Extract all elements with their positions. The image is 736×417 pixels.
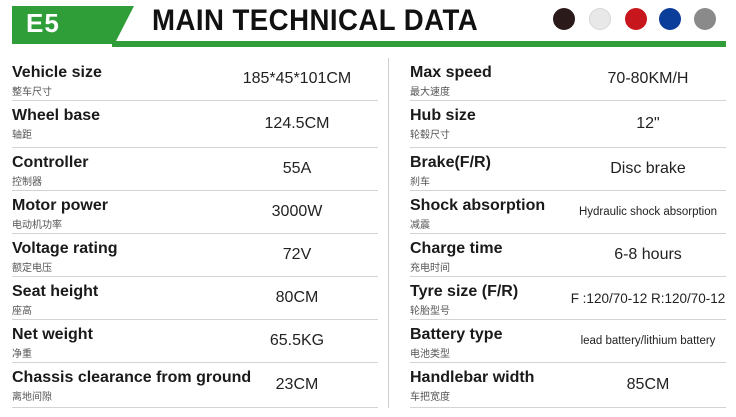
spec-label: Shock absorption	[410, 197, 546, 214]
spec-label: Hub size	[410, 107, 476, 124]
spec-row: Handlebar width 车把宽度 85CM	[410, 363, 726, 408]
spec-table: Vehicle size 整车尺寸 185*45*101CM Wheel bas…	[12, 58, 726, 408]
spec-label: Tyre size (F/R)	[410, 283, 519, 300]
spec-label: Brake(F/R)	[410, 154, 491, 171]
spec-sub-label: 最大速度	[410, 87, 450, 98]
spec-row: Battery type 电池类型 lead battery/lithium b…	[410, 320, 726, 363]
spec-sub-label: 离地间隙	[12, 392, 52, 403]
spec-sub-label: 座高	[12, 306, 32, 317]
spec-row: Voltage rating 额定电压 72V	[12, 234, 378, 277]
spec-label: Controller	[12, 154, 89, 171]
spec-sub-label: 刹车	[410, 177, 430, 188]
spec-sub-label: 车把宽度	[410, 392, 450, 403]
spec-value: 80CM	[275, 289, 319, 306]
spec-row: Brake(F/R) 刹车 Disc brake	[410, 148, 726, 191]
model-tab	[12, 6, 134, 44]
spec-sub-label: 电池类型	[410, 349, 450, 360]
spec-value: 72V	[282, 246, 312, 263]
color-swatch-white	[589, 8, 611, 30]
spec-value: 6-8 hours	[614, 246, 682, 263]
spec-sub-label: 电动机功率	[12, 220, 62, 231]
spec-row: Max speed 最大速度 70-80KM/H	[410, 58, 726, 101]
color-swatch-dark-brown	[553, 8, 575, 30]
spec-column-left: Vehicle size 整车尺寸 185*45*101CM Wheel bas…	[12, 58, 378, 408]
spec-value: 3000W	[271, 203, 323, 220]
color-swatch-blue	[659, 8, 681, 30]
spec-sub-label: 轴距	[12, 130, 32, 141]
spec-label: Net weight	[12, 326, 93, 343]
spec-label: Max speed	[410, 64, 492, 81]
spec-value: 55A	[282, 160, 312, 177]
header-underline	[112, 41, 726, 47]
spec-label: Vehicle size	[12, 64, 102, 81]
spec-value: 65.5KG	[269, 332, 325, 349]
spec-label: Handlebar width	[410, 369, 535, 386]
spec-value: 85CM	[626, 376, 670, 393]
spec-sub-label: 额定电压	[12, 263, 52, 274]
spec-row: Controller 控制器 55A	[12, 148, 378, 191]
page-title: MAIN TECHNICAL DATA	[152, 4, 479, 37]
spec-column-right: Max speed 最大速度 70-80KM/H Hub size 轮毂尺寸 1…	[410, 58, 726, 408]
column-divider	[388, 58, 389, 408]
color-swatch-red	[625, 8, 647, 30]
spec-value: 12"	[636, 115, 660, 132]
spec-value: 185*45*101CM	[242, 70, 352, 87]
spec-row: Chassis clearance from ground 离地间隙 23CM	[12, 363, 378, 408]
spec-row: Hub size 轮毂尺寸 12"	[410, 101, 726, 148]
spec-row: Tyre size (F/R) 轮胎型号 F :120/70-12 R:120/…	[410, 277, 726, 320]
spec-label: Motor power	[12, 197, 108, 214]
spec-label: Charge time	[410, 240, 503, 257]
spec-sub-label: 减震	[410, 220, 430, 231]
spec-label: Battery type	[410, 326, 503, 343]
spec-value: Hydraulic shock absorption	[578, 206, 718, 218]
spec-row: Wheel base 轴距 124.5CM	[12, 101, 378, 148]
header: E5 MAIN TECHNICAL DATA	[0, 0, 736, 52]
spec-row: Shock absorption 减震 Hydraulic shock abso…	[410, 191, 726, 234]
spec-value: 70-80KM/H	[607, 70, 689, 87]
spec-sub-label: 充电时间	[410, 263, 450, 274]
spec-sub-label: 轮胎型号	[410, 306, 450, 317]
spec-row: Motor power 电动机功率 3000W	[12, 191, 378, 234]
model-label: E5	[26, 8, 60, 38]
spec-row: Vehicle size 整车尺寸 185*45*101CM	[12, 58, 378, 101]
spec-label: Wheel base	[12, 107, 101, 124]
spec-value: 23CM	[275, 376, 319, 393]
spec-value: F :120/70-12 R:120/70-12	[570, 290, 726, 306]
spec-value: lead battery/lithium battery	[580, 335, 716, 347]
spec-value: Disc brake	[610, 160, 686, 177]
spec-sub-label: 整车尺寸	[12, 87, 52, 98]
spec-value: 124.5CM	[264, 115, 330, 132]
spec-row: Charge time 充电时间 6-8 hours	[410, 234, 726, 277]
spec-sub-label: 轮毂尺寸	[410, 130, 450, 141]
spec-row: Seat height 座高 80CM	[12, 277, 378, 320]
spec-sub-label: 控制器	[12, 177, 42, 188]
spec-label: Chassis clearance from ground	[12, 369, 252, 386]
color-swatch-grey	[694, 8, 716, 30]
spec-label: Seat height	[12, 283, 99, 300]
spec-label: Voltage rating	[12, 240, 118, 257]
spec-sub-label: 净重	[12, 349, 32, 360]
spec-row: Net weight 净重 65.5KG	[12, 320, 378, 363]
